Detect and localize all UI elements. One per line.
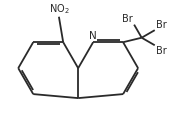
Text: Br: Br xyxy=(122,14,133,24)
Text: N: N xyxy=(89,31,97,41)
Text: Br: Br xyxy=(156,20,167,30)
Text: Br: Br xyxy=(156,46,167,56)
Text: NO$_2$: NO$_2$ xyxy=(49,2,69,16)
